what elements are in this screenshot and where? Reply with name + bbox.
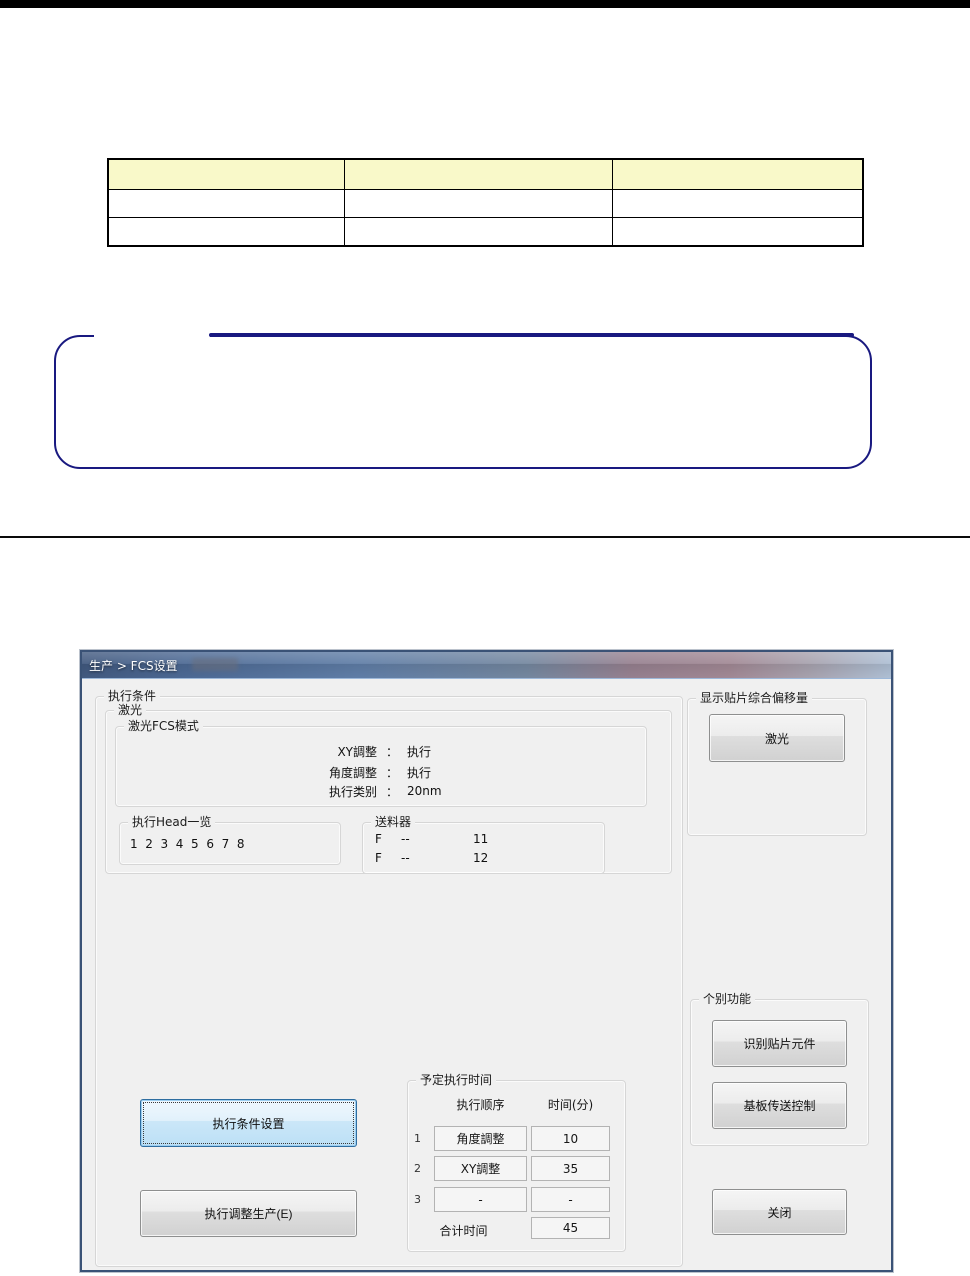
fcs-mode-row: 角度調整 ： 执行 <box>232 764 431 780</box>
doc-table-cell <box>343 217 613 247</box>
schedule-time-cell: - <box>531 1187 610 1212</box>
board-transfer-button[interactable]: 基板传送控制 <box>712 1082 847 1129</box>
dialog-window: 生产 > FCS设置 执行条件 激光 激光FCS模式 XY調整 ： 执行 角度調… <box>80 650 893 1272</box>
fcs-mode-row: 执行类别 ： 20nm <box>232 783 442 799</box>
doc-table-header-cell <box>343 158 613 190</box>
recognize-component-button[interactable]: 识别贴片元件 <box>712 1020 847 1067</box>
group-scheduled-exec-time-label: 予定执行时间 <box>416 1073 497 1088</box>
schedule-order-cell: - <box>434 1187 527 1212</box>
schedule-total-cell: 45 <box>531 1217 610 1239</box>
group-exec-head-list-label: 执行Head一览 <box>128 815 216 830</box>
schedule-row-number: 1 <box>414 1132 421 1145</box>
group-feeder-label: 送料器 <box>371 815 416 830</box>
feeder-row-number: 12 <box>473 851 489 865</box>
exec-condition-setting-button[interactable]: 执行条件设置 <box>140 1099 357 1147</box>
schedule-time-header: 时间(分) <box>547 1098 594 1112</box>
doc-table-cell <box>611 189 864 218</box>
feeder-row-type: F <box>375 851 382 865</box>
fcs-xy-adjust-value: 执行 <box>407 744 432 759</box>
close-button[interactable]: 关闭 <box>712 1189 847 1235</box>
fcs-colon: ： <box>385 744 398 759</box>
schedule-order-cell: 角度調整 <box>434 1126 527 1151</box>
group-exec-conditions-label: 执行条件 <box>104 689 161 704</box>
note-box <box>54 333 872 469</box>
group-offset-display-label: 显示贴片综合偏移量 <box>696 691 813 706</box>
schedule-row-number: 2 <box>414 1162 421 1175</box>
schedule-total-label: 合计时间 <box>439 1224 488 1238</box>
schedule-time-cell: 35 <box>531 1156 610 1181</box>
group-scheduled-exec-time: 予定执行时间 执行顺序 时间(分) 1 角度調整 10 2 XY調整 35 3 … <box>407 1073 626 1252</box>
fcs-angle-adjust-label: 角度調整 <box>328 765 377 780</box>
fcs-mode-row: XY調整 ： 执行 <box>232 743 431 759</box>
group-exec-conditions: 执行条件 <box>95 689 683 1267</box>
doc-table-header-row <box>107 158 864 190</box>
note-box-label-gap <box>94 333 210 340</box>
doc-table-row <box>107 217 864 247</box>
group-individual-functions-label: 个别功能 <box>699 992 756 1007</box>
exec-adjust-production-button[interactable]: 执行调整生产(E) <box>140 1190 357 1237</box>
head-numbers: 1 2 3 4 5 6 7 8 <box>130 837 245 851</box>
fcs-exec-type-label: 执行类别 <box>328 784 377 799</box>
group-laser-fcs-mode: 激光FCS模式 <box>115 719 647 807</box>
fcs-angle-adjust-value: 执行 <box>407 765 432 780</box>
group-exec-head-list: 执行Head一览 1 2 3 4 5 6 7 8 <box>119 815 341 865</box>
note-box-top-line <box>209 333 854 337</box>
fcs-xy-adjust-label: XY調整 <box>337 744 377 759</box>
page-top-rule <box>0 0 970 8</box>
group-individual-functions: 个别功能 <box>690 992 869 1146</box>
schedule-time-cell: 10 <box>531 1126 610 1151</box>
dialog-title: 生产 > FCS设置 <box>89 659 178 673</box>
feeder-row-type: F <box>375 832 382 846</box>
group-laser-fcs-mode-label: 激光FCS模式 <box>124 719 203 734</box>
feeder-row-state: -- <box>401 832 410 846</box>
group-offset-display: 显示贴片综合偏移量 <box>687 691 867 836</box>
group-feeder: 送料器 F -- 11 F -- 12 <box>362 815 605 874</box>
doc-table <box>107 158 864 247</box>
schedule-order-header: 执行顺序 <box>456 1098 505 1112</box>
doc-table-cell <box>107 217 345 247</box>
feeder-row-state: -- <box>401 851 410 865</box>
laser-button[interactable]: 激光 <box>709 714 845 762</box>
doc-table-cell <box>343 189 613 218</box>
doc-table-header-cell <box>107 158 345 190</box>
doc-table-cell <box>107 189 345 218</box>
dialog-titlebar[interactable]: 生产 > FCS设置 <box>82 652 891 679</box>
schedule-order-cell: XY調整 <box>434 1156 527 1181</box>
group-laser-label: 激光 <box>114 703 147 718</box>
fcs-exec-type-value: 20nm <box>407 784 442 798</box>
doc-table-header-cell <box>611 158 864 190</box>
schedule-row-number: 3 <box>414 1193 421 1206</box>
feeder-row-number: 11 <box>473 832 489 846</box>
fcs-colon: ： <box>385 784 398 799</box>
fcs-colon: ： <box>385 765 398 780</box>
doc-table-cell <box>611 217 864 247</box>
titlebar-redacted-text <box>192 658 238 671</box>
section-separator-line <box>0 536 970 538</box>
doc-table-row <box>107 189 864 218</box>
